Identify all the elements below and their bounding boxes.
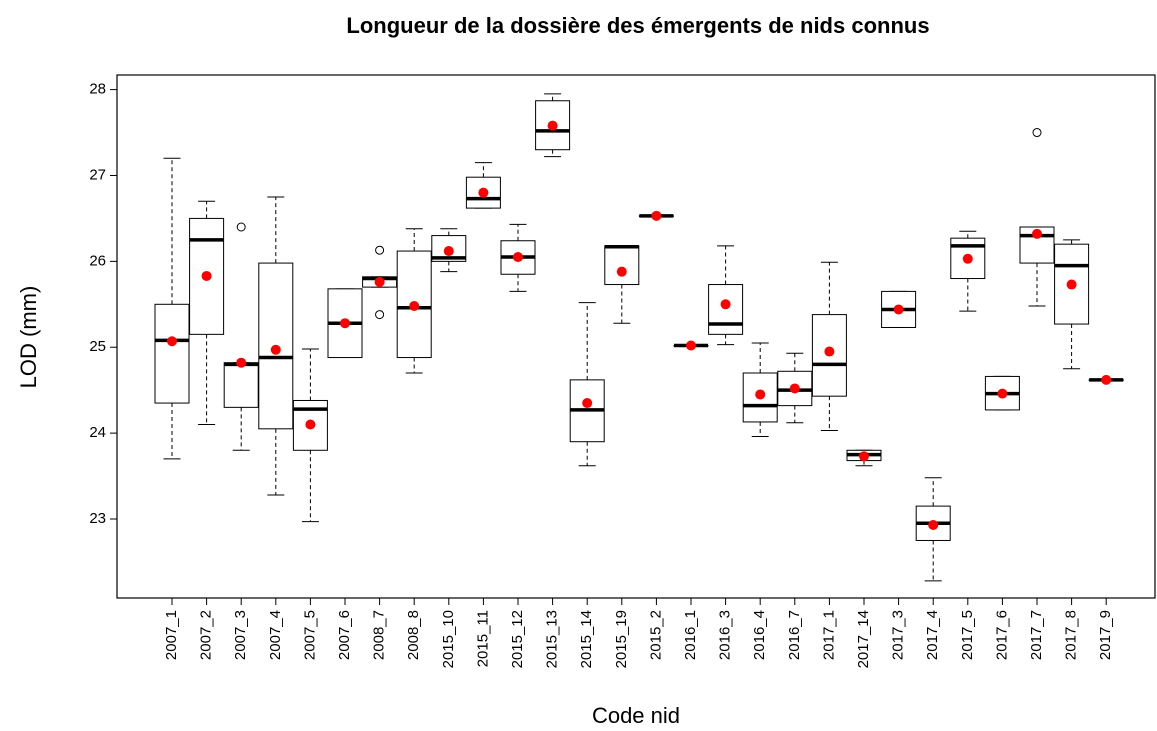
x-tick-label: 2017_14 (855, 610, 872, 668)
box (223, 362, 259, 408)
mean (962, 253, 973, 264)
mean (547, 120, 558, 131)
y-tick-label: 24 (89, 424, 106, 441)
mean (755, 389, 766, 400)
x-axis-label: Code nid (592, 703, 680, 728)
box (154, 303, 190, 404)
x-tick-label: 2017_6 (993, 610, 1010, 660)
mean (720, 299, 731, 310)
mean (997, 388, 1008, 399)
y-tick-label: 23 (89, 510, 106, 527)
x-tick-label: 2017_8 (1063, 610, 1080, 660)
mean (824, 346, 835, 357)
mean (859, 451, 869, 462)
x-tick-label: 2017_7 (1028, 610, 1045, 660)
x-tick-label: 2015_19 (613, 610, 630, 668)
x-tick-label: 2008_8 (405, 610, 422, 660)
y-axis-label: LOD (mm) (16, 286, 41, 389)
mean (270, 344, 281, 355)
mean (374, 276, 385, 287)
mean (789, 383, 800, 394)
x-tick-label: 2007_3 (232, 610, 249, 660)
mean (686, 340, 696, 351)
mean (478, 187, 489, 198)
x-tick-label: 2015_13 (544, 610, 561, 668)
outlier (375, 245, 385, 255)
y-tick-label: 25 (89, 338, 106, 355)
outlier (375, 310, 385, 320)
x-tick-label: 2017_9 (1097, 610, 1114, 660)
mean (893, 304, 904, 315)
x-tick-label: 2017_3 (890, 610, 907, 660)
x-tick-label: 2017_1 (820, 610, 837, 660)
x-tick-label: 2016_4 (751, 610, 768, 660)
x-tick-label: 2015_11 (474, 610, 491, 667)
plot-frame (116, 74, 1156, 599)
box (1054, 243, 1090, 325)
mean (1032, 228, 1042, 239)
x-tick-label: 2007_5 (301, 610, 318, 660)
x-tick-label: 2007_6 (336, 610, 353, 660)
mean (928, 520, 939, 531)
x-tick-label: 2007_2 (198, 610, 215, 660)
outlier (1032, 128, 1042, 138)
box (604, 245, 640, 286)
mean (443, 246, 454, 257)
mean (305, 419, 316, 430)
y-tick-label: 26 (89, 252, 106, 269)
mean (1066, 279, 1077, 290)
box (708, 284, 744, 335)
x-tick-label: 2017_4 (924, 610, 941, 660)
outlier (236, 222, 246, 232)
y-tick-label: 28 (89, 81, 106, 98)
x-tick-label: 2007_4 (267, 610, 284, 660)
x-tick-label: 2015_2 (647, 610, 664, 660)
mean (1101, 374, 1112, 385)
mean (409, 301, 420, 312)
x-tick-label: 2017_5 (959, 610, 976, 660)
y-tick-label: 27 (89, 166, 106, 183)
mean (513, 252, 523, 263)
x-tick-label: 2016_1 (682, 610, 699, 660)
mean (340, 318, 350, 329)
x-tick-label: 2015_12 (509, 610, 526, 668)
mean (582, 398, 593, 409)
x-tick-label: 2008_7 (371, 610, 388, 660)
mean (651, 210, 662, 221)
x-tick-label: 2015_14 (578, 610, 595, 668)
mean (236, 357, 247, 368)
chart-title: Longueur de la dossière des émergents de… (346, 13, 929, 38)
x-tick-label: 2016_3 (717, 610, 734, 660)
x-tick-label: 2015_10 (440, 610, 457, 668)
x-tick-label: 2007_1 (163, 610, 180, 660)
mean (167, 336, 177, 347)
x-tick-label: 2016_7 (786, 610, 803, 660)
mean (616, 266, 627, 277)
mean (201, 270, 212, 281)
